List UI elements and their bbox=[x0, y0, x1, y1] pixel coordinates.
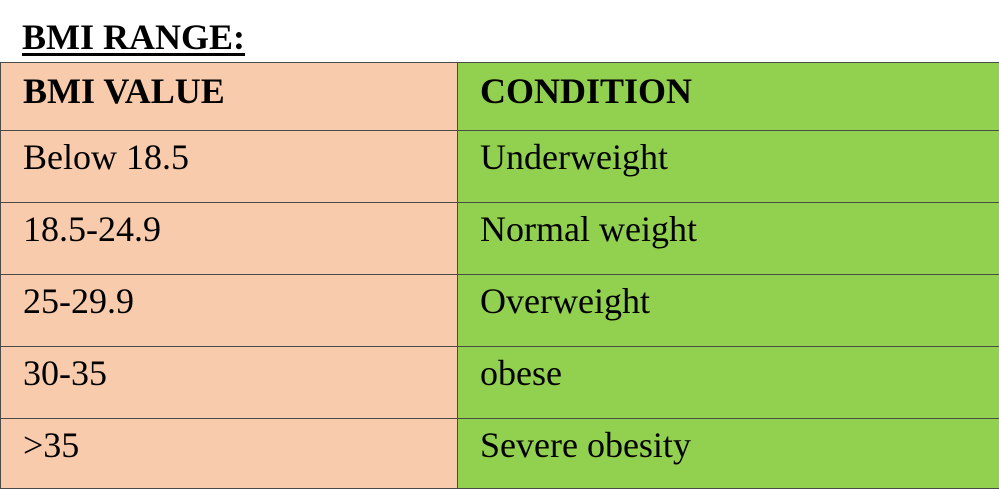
header-condition: CONDITION bbox=[457, 62, 999, 131]
condition-cell: obese bbox=[457, 346, 999, 419]
condition-cell: Severe obesity bbox=[457, 418, 999, 489]
condition-cell: Overweight bbox=[457, 274, 999, 347]
condition-cell: Normal weight bbox=[457, 202, 999, 275]
page-title: BMI RANGE: bbox=[22, 17, 245, 57]
bmi-range-table: BMI VALUE CONDITION Below 18.5 Underweig… bbox=[0, 62, 999, 489]
header-bmi-value: BMI VALUE bbox=[0, 62, 458, 131]
bmi-value-cell: 30-35 bbox=[0, 346, 458, 419]
condition-cell: Underweight bbox=[457, 130, 999, 203]
bmi-value-cell: 18.5-24.9 bbox=[0, 202, 458, 275]
table-row: 25-29.9 Overweight bbox=[0, 274, 999, 347]
table-row: 18.5-24.9 Normal weight bbox=[0, 202, 999, 275]
bmi-value-cell: 25-29.9 bbox=[0, 274, 458, 347]
table-row: >35 Severe obesity bbox=[0, 418, 999, 489]
table-row: 30-35 obese bbox=[0, 346, 999, 419]
table-row: Below 18.5 Underweight bbox=[0, 130, 999, 203]
table-header-row: BMI VALUE CONDITION bbox=[0, 62, 999, 131]
bmi-value-cell: Below 18.5 bbox=[0, 130, 458, 203]
bmi-value-cell: >35 bbox=[0, 418, 458, 489]
